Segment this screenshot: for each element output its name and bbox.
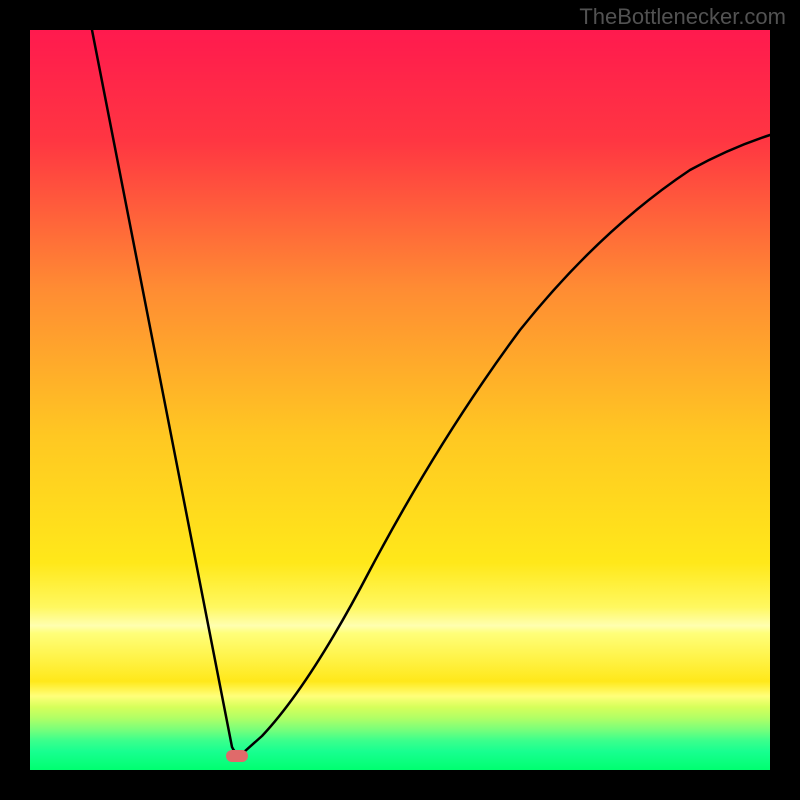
watermark-text: TheBottlenecker.com	[579, 4, 786, 30]
bottleneck-curve	[30, 30, 770, 770]
chart-area	[30, 30, 770, 770]
curve-path	[92, 30, 770, 753]
optimal-marker	[226, 750, 248, 762]
